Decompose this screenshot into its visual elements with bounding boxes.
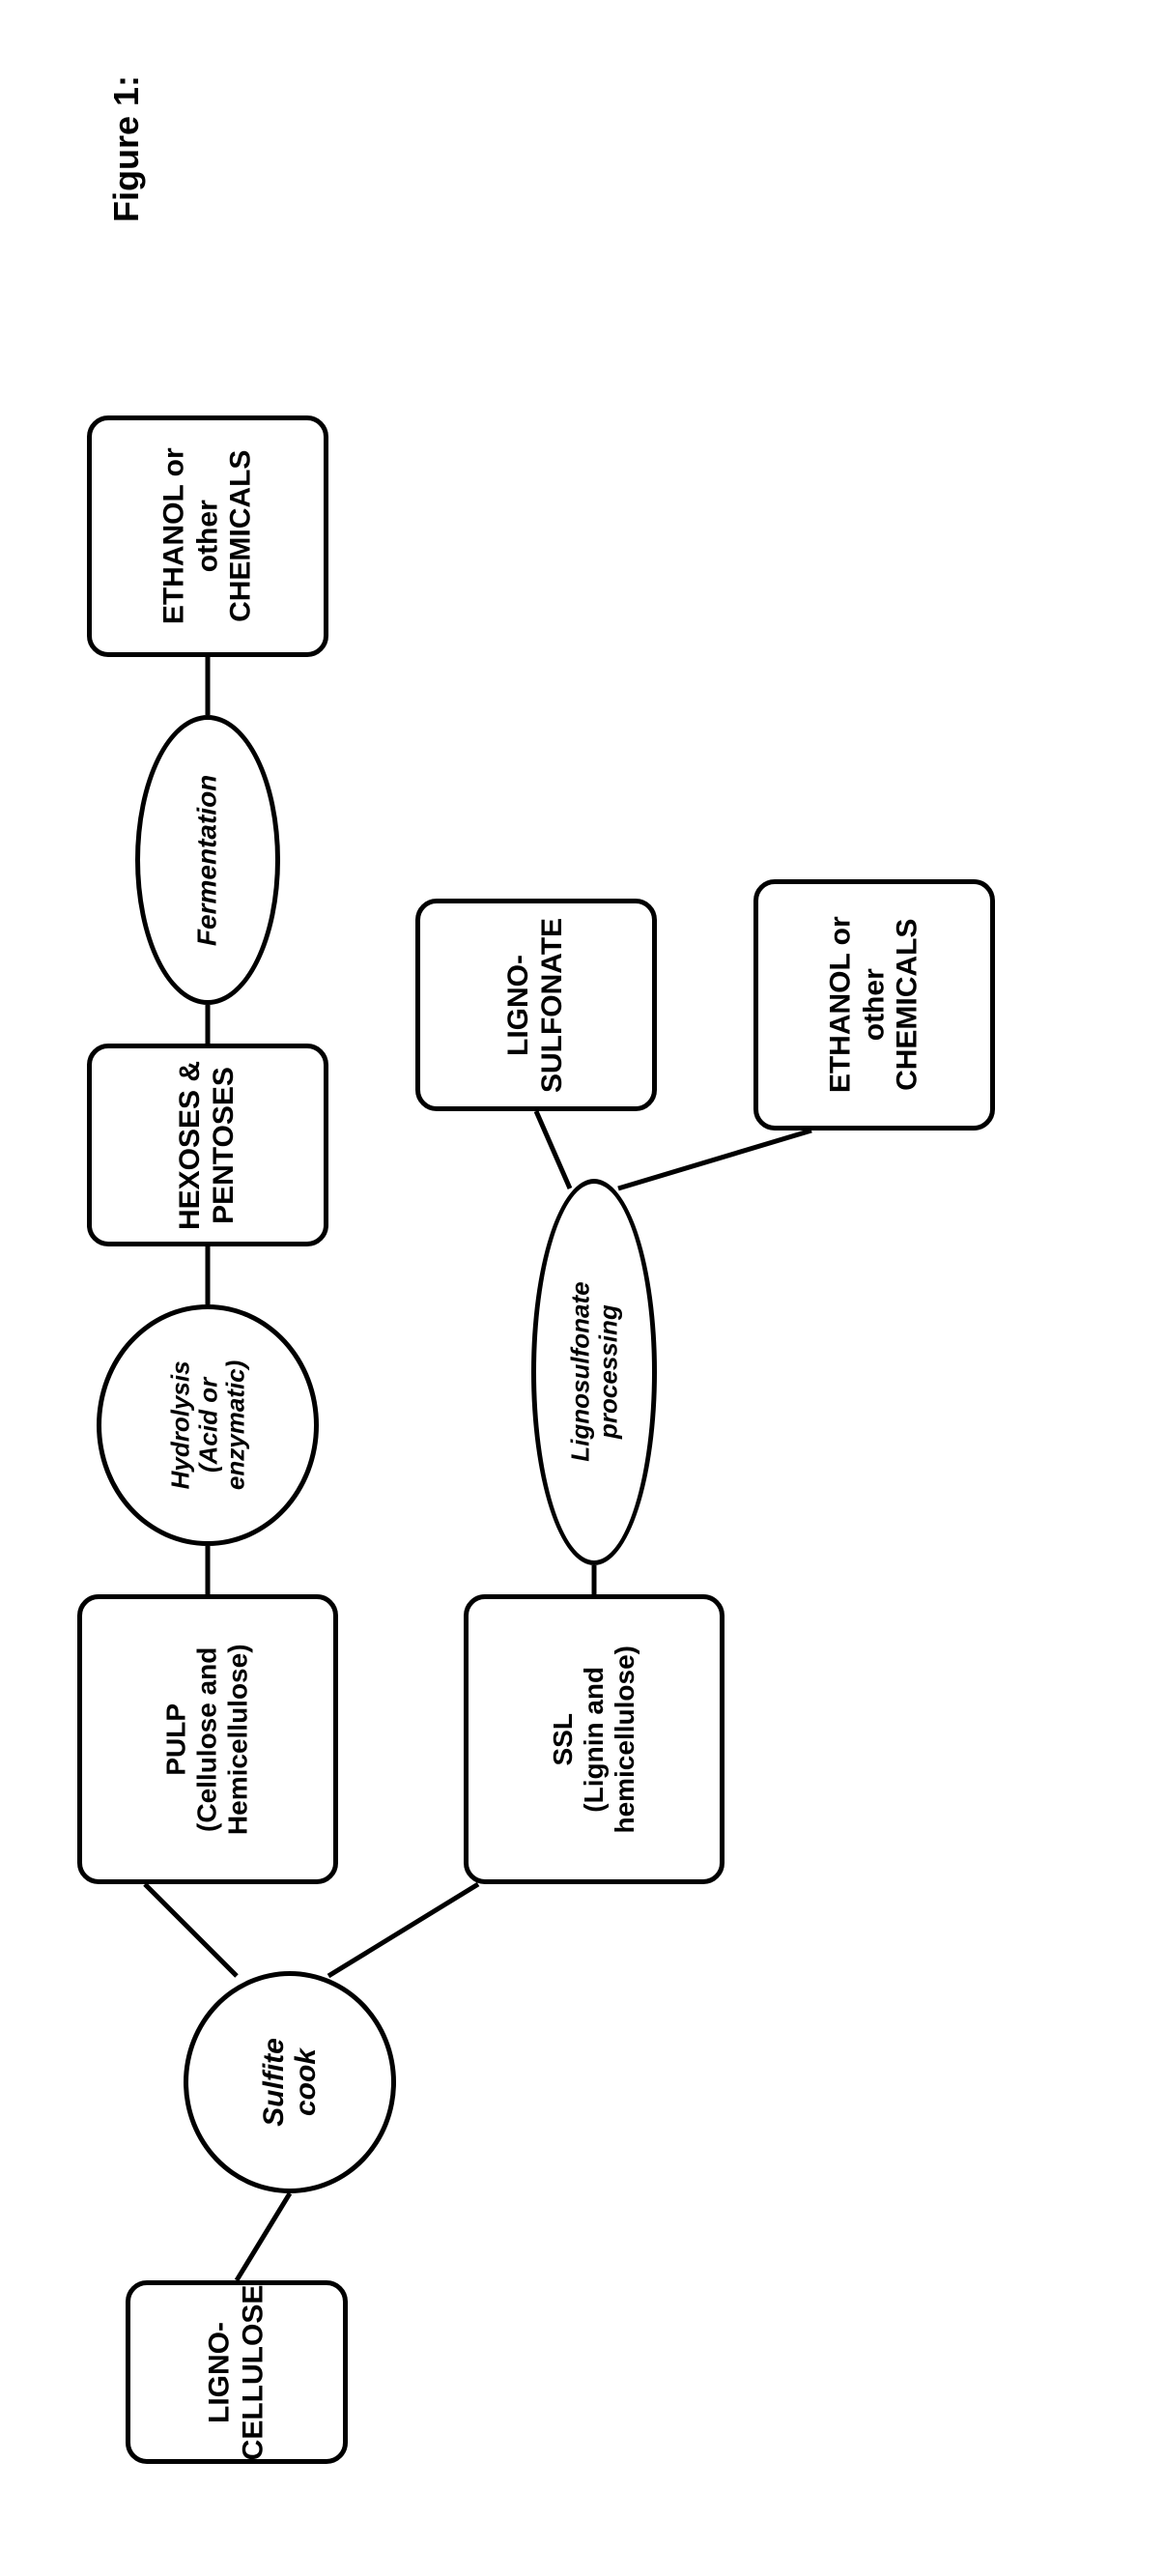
node-ethanol-top-label: ETHANOL or other CHEMICALS (157, 448, 258, 625)
node-ethanol-bottom: ETHANOL or other CHEMICALS (753, 879, 995, 1131)
node-sulfite-cook-label: Sulfite cook (258, 2038, 322, 2127)
node-ligno-sulfonate: LIGNO- SULFONATE (415, 899, 657, 1111)
node-fermentation-label: Fermentation (193, 774, 223, 945)
node-ligno-processing-label: Lignosulfonate processing (566, 1282, 621, 1462)
node-pulp-label: PULP (Cellulose and Hemicellulose) (161, 1644, 255, 1835)
node-ssl-label: SSL (Lignin and hemicellulose) (548, 1646, 641, 1834)
edge (536, 1111, 570, 1188)
edge (237, 2193, 290, 2280)
edge (328, 1884, 478, 1976)
diagram-canvas: Figure 1: LIGNO- CELLULOSE Sulfite cook … (0, 0, 1165, 2576)
figure-title: Figure 1: (106, 75, 147, 222)
node-pulp: PULP (Cellulose and Hemicellulose) (77, 1594, 338, 1884)
node-ssl: SSL (Lignin and hemicellulose) (464, 1594, 725, 1884)
node-hexoses-pentoses-label: HEXOSES & PENTOSES (175, 1060, 242, 1229)
node-hydrolysis-label: Hydrolysis (Acid or enzymatic) (166, 1360, 249, 1490)
node-ethanol-top: ETHANOL or other CHEMICALS (87, 415, 328, 657)
node-fermentation: Fermentation (135, 715, 280, 1005)
node-ligno-sulfonate-label: LIGNO- SULFONATE (502, 917, 569, 1092)
node-ligno-processing: Lignosulfonate processing (531, 1179, 657, 1565)
node-hexoses-pentoses: HEXOSES & PENTOSES (87, 1044, 328, 1246)
node-ligno-cellulose-label: LIGNO- CELLULOSE (203, 2284, 270, 2460)
node-ethanol-bottom-label: ETHANOL or other CHEMICALS (824, 917, 924, 1094)
node-ligno-cellulose: LIGNO- CELLULOSE (126, 2280, 348, 2464)
edge (618, 1131, 811, 1188)
node-hydrolysis: Hydrolysis (Acid or enzymatic) (97, 1304, 319, 1546)
figure-title-text: Figure 1: (106, 75, 146, 222)
node-sulfite-cook: Sulfite cook (184, 1971, 396, 2193)
edge (145, 1884, 237, 1976)
